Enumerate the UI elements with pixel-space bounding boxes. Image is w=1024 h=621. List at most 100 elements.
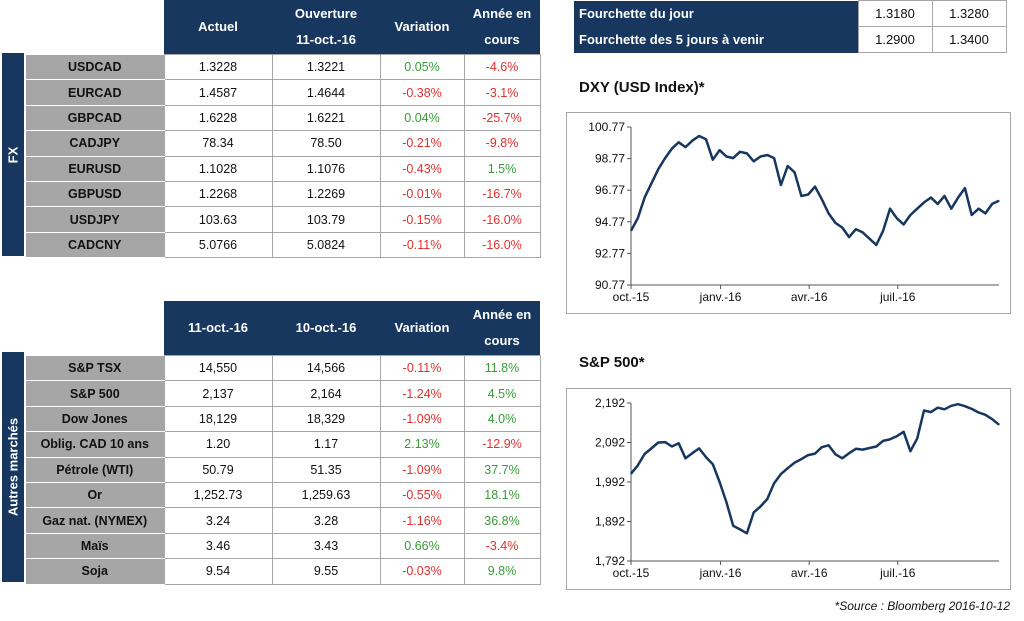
fx-row-label: EURCAD: [26, 79, 164, 106]
data-point: [637, 464, 639, 466]
fx-cell-variation: -0.01%: [379, 180, 465, 208]
markets-cell-d2: 2,164: [271, 380, 381, 407]
fx-cell-ouverture: 1.3221: [271, 53, 381, 81]
data-point: [753, 511, 755, 513]
data-point: [657, 168, 659, 170]
markets-cell-d1: 3.24: [163, 507, 273, 534]
data-point: [984, 414, 986, 416]
data-point: [991, 203, 993, 205]
data-point: [644, 453, 646, 455]
markets-header-annee: Année en cours: [464, 301, 540, 356]
data-point: [957, 403, 959, 405]
markets-cell-annee: -3.4%: [463, 532, 541, 560]
x-tick-label: juil.-16: [879, 566, 916, 580]
markets-cell-variation: 0.66%: [379, 532, 465, 560]
data-point: [909, 450, 911, 452]
data-point: [794, 462, 796, 464]
fx-row: GBPUSD 1.2268 1.2269 -0.01% -16.7%: [26, 180, 541, 208]
data-point: [759, 155, 762, 158]
markets-cell-d1: 1.20: [163, 431, 273, 458]
markets-cell-d2: 18,329: [271, 405, 381, 433]
y-tick-label: 2,192: [595, 396, 625, 410]
fx-row: CADJPY 78.34 78.50 -0.21% -9.8%: [26, 130, 541, 157]
markets-table: 11-oct.-16 10-oct.-16 Variation Année en…: [26, 301, 541, 585]
data-point: [732, 525, 734, 527]
fx-row: EURUSD 1.1028 1.1076 -0.43% 1.5%: [26, 155, 541, 182]
data-point: [991, 418, 993, 420]
markets-cell-annee: -12.9%: [463, 431, 541, 458]
fx-cell-ouverture: 78.50: [271, 130, 381, 157]
fx-row-label: CADCNY: [26, 232, 164, 259]
y-tick-label: 1,892: [595, 515, 625, 529]
fx-row-label: CADJPY: [26, 130, 164, 157]
fx-cell-actuel: 1.4587: [163, 79, 273, 106]
markets-row-label: Pétrole (WTI): [26, 457, 164, 483]
data-point: [800, 195, 802, 197]
fx-cell-actuel: 5.0766: [163, 231, 273, 259]
data-point: [828, 212, 830, 214]
data-point: [787, 165, 789, 167]
fx-cell-annee: -16.0%: [463, 231, 541, 259]
markets-cell-variation: -0.55%: [379, 481, 465, 509]
data-point: [889, 438, 891, 440]
data-point: [712, 159, 714, 161]
y-tick-label: 2,092: [595, 436, 625, 450]
data-point: [814, 186, 816, 188]
data-point: [630, 473, 632, 475]
data-point: [903, 223, 905, 226]
ranges-table: Fourchette du jour 1.3180 1.3280 Fourche…: [574, 0, 1007, 53]
data-point: [650, 182, 652, 184]
fx-cell-variation: -0.38%: [379, 79, 465, 106]
y-tick-label: 96.77: [595, 183, 625, 197]
markets-cell-d2: 1.17: [271, 431, 381, 458]
data-point: [950, 208, 952, 210]
data-point: [896, 435, 898, 437]
data-point: [746, 532, 748, 534]
range-label: Fourchette du jour: [574, 0, 858, 27]
data-point: [937, 407, 939, 409]
data-point: [780, 473, 782, 475]
fx-cell-annee: -4.6%: [463, 53, 541, 81]
fx-cell-actuel: 103.63: [163, 206, 273, 233]
data-point: [794, 171, 796, 173]
data-point: [739, 528, 741, 530]
data-point: [896, 217, 898, 219]
markets-row-label: Or: [26, 482, 164, 509]
markets-cell-d2: 3.28: [271, 507, 381, 534]
data-point: [875, 244, 877, 246]
data-point: [889, 208, 891, 210]
fx-row: EURCAD 1.4587 1.4644 -0.38% -3.1%: [26, 79, 541, 106]
fx-row: USDJPY 103.63 103.79 -0.15% -16.0%: [26, 206, 541, 233]
data-point: [875, 445, 877, 448]
series-line: [629, 134, 1000, 247]
markets-cell-variation: 2.13%: [379, 431, 465, 458]
fx-row: GBPCAD 1.6228 1.6221 0.04% -25.7%: [26, 104, 541, 132]
markets-cell-variation: -1.24%: [379, 380, 465, 407]
data-point: [678, 442, 680, 444]
markets-row: S&P TSX 14,550 14,566 -0.11% 11.8%: [26, 354, 541, 382]
data-point: [868, 238, 871, 240]
data-point: [773, 482, 775, 484]
fx-cell-ouverture: 1.6221: [271, 104, 381, 132]
markets-row: Maïs 3.46 3.43 0.66% -3.4%: [26, 532, 541, 560]
data-point: [971, 214, 973, 216]
data-point: [766, 154, 768, 156]
fx-cell-actuel: 1.1028: [163, 155, 273, 182]
data-point: [807, 193, 809, 196]
data-point: [691, 140, 693, 142]
markets-cell-d1: 14,550: [163, 354, 273, 382]
data-point: [923, 201, 925, 203]
data-point: [814, 453, 816, 455]
fx-cell-ouverture: 103.79: [271, 206, 381, 233]
x-tick-label: avr.-16: [791, 566, 828, 580]
y-tick-label: 98.77: [595, 152, 625, 166]
y-tick-label: 92.77: [595, 246, 625, 260]
data-point: [725, 501, 727, 503]
markets-row-label: Maïs: [26, 533, 164, 560]
source-note: *Source : Bloomberg 2016-10-12: [834, 599, 1010, 613]
data-point: [855, 228, 857, 230]
fx-cell-ouverture: 1.4644: [271, 79, 381, 106]
markets-row: Dow Jones 18,129 18,329 -1.09% 4.0%: [26, 405, 541, 433]
markets-row: Oblig. CAD 10 ans 1.20 1.17 2.13% -12.9%: [26, 431, 541, 458]
